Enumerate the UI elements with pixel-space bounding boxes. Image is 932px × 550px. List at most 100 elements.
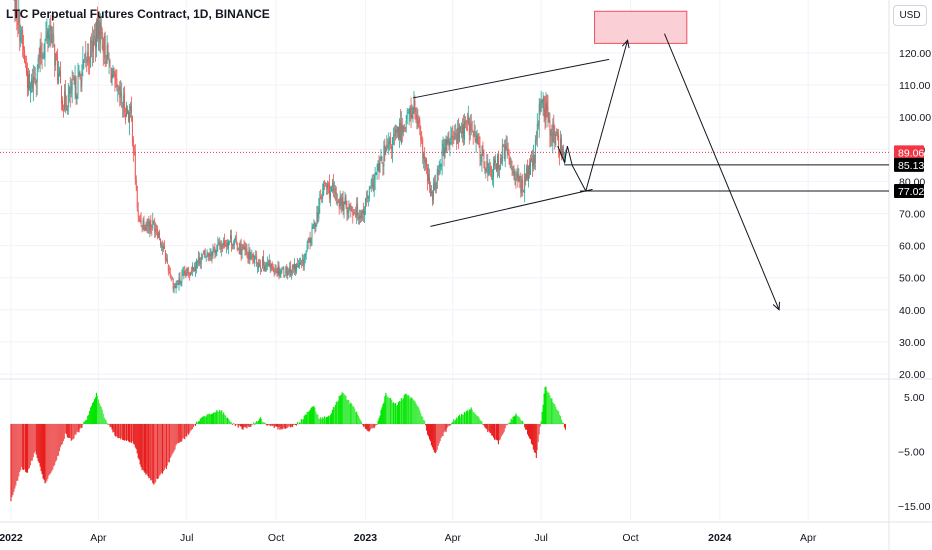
histogram-bar [490, 424, 492, 434]
histogram-bar [466, 410, 468, 424]
histogram-bar [100, 406, 102, 424]
histogram-bar [415, 402, 417, 424]
histogram-bar [329, 414, 332, 424]
histogram-bar [231, 424, 233, 425]
histogram-bar [209, 414, 211, 424]
histogram-bar [560, 415, 562, 424]
candle-body [349, 203, 351, 207]
histogram-bar [262, 422, 265, 424]
channel-lower-line[interactable] [430, 188, 593, 227]
histogram-bar [328, 416, 331, 424]
candle-body [464, 122, 466, 124]
candle-body [213, 247, 215, 249]
candle-body [34, 77, 36, 81]
histogram-bar [174, 424, 176, 450]
histogram-bar [268, 424, 270, 425]
candle-body [371, 178, 373, 181]
price-axis[interactable]: 120.00110.00100.0090.0080.0070.0060.0050… [894, 48, 931, 513]
candle-body [37, 58, 39, 70]
candle-body [369, 187, 371, 188]
histogram-bar [15, 424, 17, 486]
histogram-bar [173, 424, 175, 452]
candle-body [192, 265, 194, 271]
histogram-bar [70, 424, 72, 441]
histogram-bar [165, 424, 167, 470]
histogram-bar [74, 424, 76, 435]
candle-body [329, 183, 330, 198]
histogram-bar [216, 410, 218, 424]
candle-body [533, 155, 535, 164]
histogram-bar [536, 424, 538, 451]
histogram-bar [41, 424, 43, 475]
channel-upper-line[interactable] [412, 58, 610, 99]
time-axis[interactable]: 2022 Apr Jul Oct 2023 Apr Jul Oct 2024 Apr [0, 532, 817, 544]
time-tick-label: Apr [90, 532, 107, 544]
candle-body [455, 132, 457, 135]
histogram-bar [523, 423, 525, 425]
histogram-bar [314, 407, 316, 424]
histogram-bar [171, 424, 173, 455]
candle-body [346, 207, 348, 215]
histogram-bar [325, 417, 327, 424]
histogram-bar [32, 424, 34, 458]
histogram-bar [25, 424, 27, 472]
candle-body [220, 244, 222, 250]
histogram-bar [434, 424, 436, 454]
candle-body [146, 225, 148, 226]
histogram-bar [461, 414, 464, 424]
candle-body [99, 22, 101, 44]
histogram-bar [181, 424, 183, 442]
histogram-bar [400, 398, 402, 424]
candle-body [56, 53, 58, 58]
candle-body [531, 158, 532, 161]
histogram-bar [544, 387, 546, 424]
candle-body [139, 218, 141, 222]
candle-body [29, 85, 31, 92]
candle-body [183, 271, 185, 275]
candle-body [44, 41, 46, 58]
candle-body [271, 263, 273, 268]
candle-body [470, 122, 472, 131]
histogram-bar [66, 424, 68, 438]
candle-body [417, 120, 419, 127]
histogram-bar [376, 424, 378, 425]
histogram-bar [323, 418, 325, 424]
histogram-bar [520, 419, 522, 424]
candle-body [74, 76, 76, 88]
candle-body [62, 100, 63, 110]
candle-body [16, 0, 18, 17]
histogram-bar [136, 424, 138, 454]
candle-body [46, 31, 48, 39]
histogram-bar [482, 424, 484, 425]
candle-body [363, 210, 365, 215]
candle-body [549, 119, 551, 136]
histogram-bar [233, 423, 235, 425]
target-zone-box[interactable] [594, 10, 688, 44]
candle-body [461, 131, 462, 134]
candle-body [425, 160, 427, 165]
histogram-bar [12, 424, 14, 495]
candle-body [263, 264, 265, 271]
histogram-bar [155, 424, 157, 483]
histogram-bar [198, 420, 200, 424]
candle-body [484, 161, 486, 171]
drawing-annotations[interactable] [0, 10, 889, 311]
histogram-bar [283, 424, 285, 428]
histogram-bar [428, 424, 431, 440]
candle-body [228, 241, 229, 248]
currency-button[interactable]: USD [893, 5, 927, 26]
histogram-bar [78, 424, 80, 433]
candle-body [32, 76, 34, 92]
histogram-bar [127, 424, 130, 442]
forecast-drop-line[interactable] [664, 33, 780, 310]
candle-body [327, 183, 328, 190]
histogram-bar [186, 424, 188, 437]
candle-body [463, 124, 464, 138]
histogram-bar [551, 398, 553, 424]
candle-body [116, 78, 118, 87]
candle-body [262, 258, 263, 269]
candle-body [319, 197, 321, 206]
forecast-path[interactable] [557, 40, 629, 193]
histogram-bar [292, 424, 294, 428]
